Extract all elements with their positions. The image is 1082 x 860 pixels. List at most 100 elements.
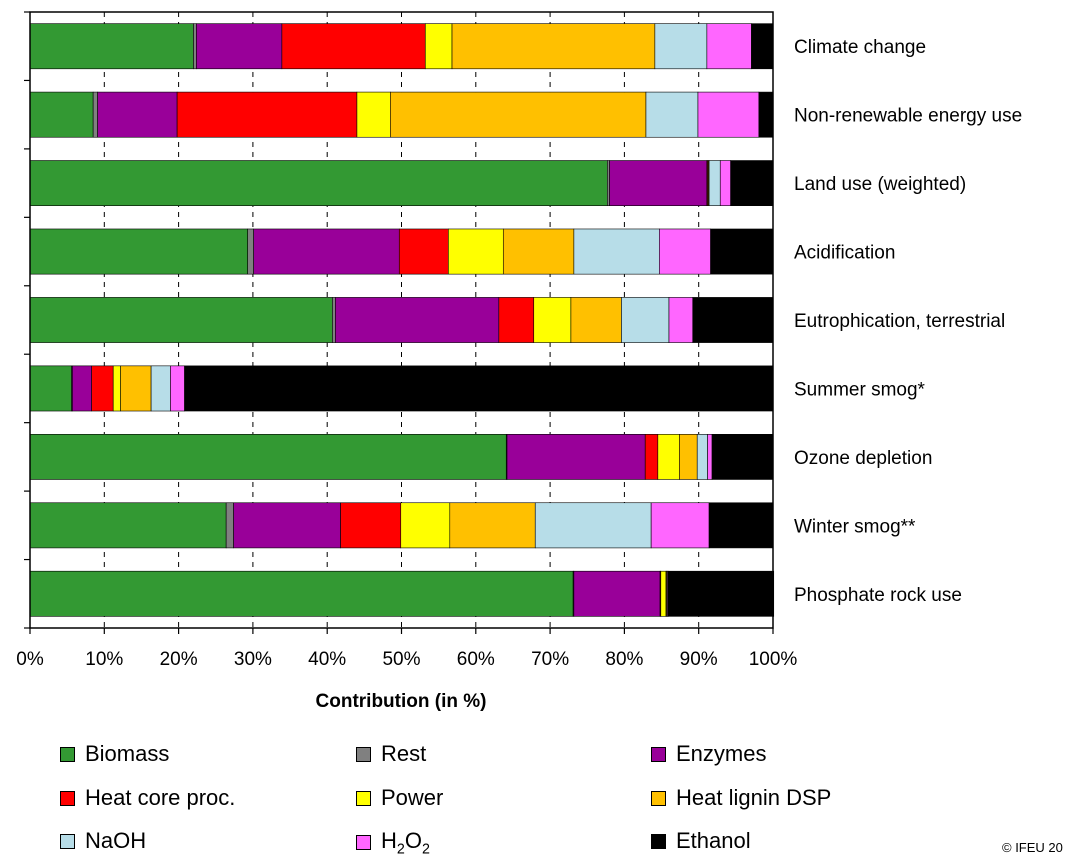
legend-item-naoh: NaOH bbox=[60, 828, 146, 854]
bar-segment bbox=[72, 365, 92, 412]
bar-segment bbox=[335, 297, 500, 343]
bar-segment bbox=[281, 23, 426, 70]
bar-segment bbox=[645, 91, 699, 138]
legend-item-biomass: Biomass bbox=[60, 741, 169, 767]
legend-swatch bbox=[651, 833, 666, 849]
bar-segment bbox=[97, 91, 178, 138]
legend-label: Power bbox=[381, 785, 444, 810]
x-tick-label: 10% bbox=[85, 649, 123, 670]
bar-segment bbox=[332, 297, 336, 343]
bar-segment bbox=[424, 23, 453, 70]
category-label: Acidification bbox=[794, 243, 895, 264]
bar-segment bbox=[657, 434, 680, 480]
bar-segment bbox=[247, 228, 254, 275]
legend-swatch bbox=[356, 790, 371, 806]
legend-item-power: Power bbox=[356, 785, 443, 811]
bar-segment bbox=[707, 434, 713, 480]
legend-item-ethanol: Ethanol bbox=[651, 828, 751, 854]
bar-segment bbox=[170, 365, 185, 412]
bar-segment bbox=[758, 91, 774, 138]
bar-segment bbox=[570, 297, 622, 343]
bar-segment bbox=[708, 502, 774, 549]
x-tick-label: 40% bbox=[308, 649, 346, 670]
legend-label: Heat core proc. bbox=[85, 785, 236, 810]
bar-segment bbox=[29, 297, 333, 343]
legend-item-heat-lignin-dsp: Heat lignin DSP bbox=[651, 785, 831, 811]
legend-item-rest: Rest bbox=[356, 741, 426, 767]
bar-segment bbox=[150, 365, 171, 412]
bar-segment bbox=[112, 365, 121, 412]
stacked-bar-chart: Climate change Non-renewable energy use La… bbox=[16, 11, 1022, 712]
x-axis-title: Contribution (in %) bbox=[316, 691, 487, 712]
legend-label: Enzymes bbox=[676, 741, 767, 766]
x-tick-label: 90% bbox=[680, 649, 718, 670]
legend-item-enzymes: Enzymes bbox=[651, 741, 766, 767]
bar-segment bbox=[120, 365, 152, 412]
bar-segment bbox=[573, 228, 660, 275]
bar-segment bbox=[449, 502, 536, 549]
x-tick-label: 30% bbox=[234, 649, 272, 670]
bar-segment bbox=[196, 23, 283, 70]
x-tick-labels: 0% 10% 20% 30% 40% 50% 60% 70% 80% 90% 100% bbox=[16, 649, 797, 670]
legend-swatch bbox=[651, 790, 666, 806]
legend-swatch bbox=[356, 835, 371, 851]
bar-segment bbox=[621, 297, 670, 343]
bar-segment bbox=[668, 297, 694, 343]
bar-segment bbox=[29, 91, 94, 138]
legend-label: NaOH bbox=[85, 828, 147, 853]
legend-swatch bbox=[651, 746, 666, 762]
bar-segment bbox=[29, 228, 248, 275]
bar-segment bbox=[451, 23, 656, 70]
category-label: Phosphate rock use bbox=[794, 585, 962, 606]
bar-segment bbox=[400, 502, 451, 549]
legend-label: Biomass bbox=[85, 741, 170, 766]
x-tick-label: 50% bbox=[382, 649, 420, 670]
bar-segment bbox=[29, 434, 507, 480]
bar-segment bbox=[502, 228, 575, 275]
bar-segment bbox=[533, 297, 572, 343]
bar-segment bbox=[176, 91, 358, 138]
bar-segment bbox=[184, 365, 774, 412]
bar-segment bbox=[696, 434, 708, 480]
category-label: Summer smog* bbox=[794, 379, 926, 400]
bar-segment bbox=[91, 365, 114, 412]
bar-segment bbox=[751, 23, 774, 70]
bar-segment bbox=[659, 228, 711, 275]
bar-segment bbox=[92, 91, 98, 138]
category-label: Non-renewable energy use bbox=[794, 106, 1022, 127]
bar-segment bbox=[398, 228, 449, 275]
bar-segment bbox=[356, 91, 391, 138]
legend-swatch bbox=[60, 746, 75, 762]
legend-swatch bbox=[60, 833, 75, 849]
legend-label: Ethanol bbox=[676, 828, 751, 853]
bar-segment bbox=[679, 434, 698, 480]
x-tick-label: 70% bbox=[531, 649, 569, 670]
category-label: Land use (weighted) bbox=[794, 174, 966, 195]
bar-segment bbox=[667, 570, 775, 617]
bar-segment bbox=[719, 160, 731, 206]
bar-segment bbox=[29, 160, 608, 206]
x-tick-label: 80% bbox=[605, 649, 643, 670]
bar-segment bbox=[253, 228, 400, 275]
bar-segment bbox=[644, 434, 659, 480]
legend-item-heat-core-proc: Heat core proc. bbox=[60, 785, 235, 811]
bar-segment bbox=[29, 23, 194, 70]
bar-segment bbox=[498, 297, 535, 343]
bar-segment bbox=[534, 502, 652, 549]
bar-segment bbox=[654, 23, 708, 70]
category-labels: Climate change Non-renewable energy use La… bbox=[794, 37, 1022, 606]
bar-segment bbox=[607, 160, 610, 206]
bar-segment bbox=[29, 365, 72, 412]
bar-segment bbox=[390, 91, 647, 138]
bar-segment bbox=[233, 502, 341, 549]
category-label: Climate change bbox=[794, 37, 926, 58]
x-tick-label: 0% bbox=[16, 649, 44, 670]
bar-segment bbox=[29, 570, 574, 617]
x-tick-label: 100% bbox=[749, 649, 798, 670]
category-label: Eutrophication, terrestrial bbox=[794, 311, 1005, 332]
x-tick-label: 20% bbox=[160, 649, 198, 670]
bar-segment bbox=[29, 502, 227, 549]
category-label: Winter smog** bbox=[794, 516, 916, 537]
bar-segment bbox=[340, 502, 402, 549]
bar-segment bbox=[573, 570, 661, 617]
